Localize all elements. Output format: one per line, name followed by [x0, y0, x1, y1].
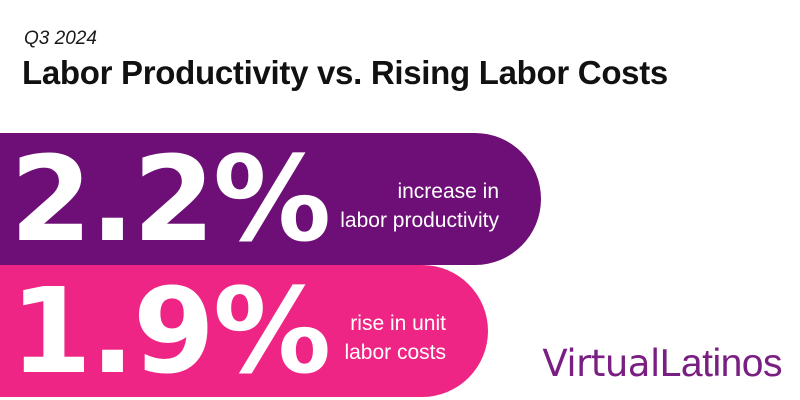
- stat-description-productivity: increase in labor productivity: [340, 177, 499, 235]
- stat-value-labor-costs: 1.9%: [10, 262, 331, 400]
- stat-description-labor-costs: rise in unit labor costs: [344, 309, 446, 367]
- stat-description-line: increase in: [397, 179, 499, 203]
- stat-description-line: labor costs: [344, 340, 446, 364]
- brand-logo: VirtualLatinos: [542, 342, 782, 386]
- logo-text-virtual: Virtual: [542, 342, 660, 385]
- stat-description-line: labor productivity: [340, 208, 499, 232]
- stat-value-productivity: 2.2%: [10, 130, 331, 268]
- page-title: Labor Productivity vs. Rising Labor Cost…: [22, 54, 668, 91]
- stat-band-labor-costs: 1.9% rise in unit labor costs: [0, 265, 488, 397]
- logo-text-latinos: Latinos: [659, 342, 783, 385]
- period-label: Q3 2024: [24, 28, 97, 49]
- stat-description-line: rise in unit: [350, 311, 446, 335]
- stat-band-productivity: 2.2% increase in labor productivity: [0, 133, 541, 265]
